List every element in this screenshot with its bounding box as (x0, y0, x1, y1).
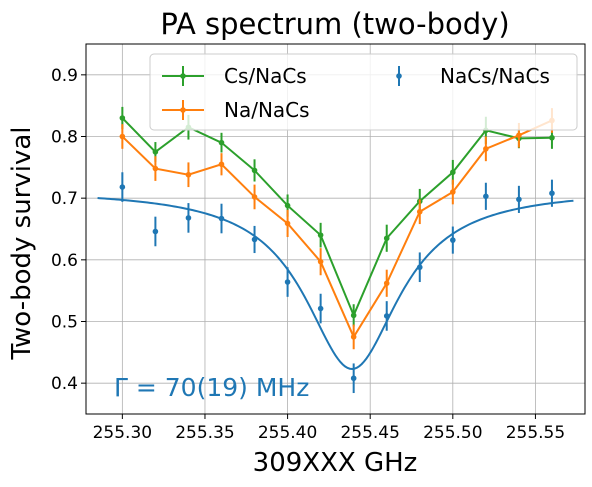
data-point (416, 264, 423, 271)
series-nacs-nacs (119, 172, 555, 394)
data-point (251, 236, 258, 243)
data-point (218, 215, 225, 222)
legend-label: NaCs/NaCs (440, 64, 550, 88)
data-point (152, 165, 159, 172)
legend-swatch-marker (180, 73, 186, 79)
data-point (251, 194, 258, 200)
x-tick-label: 255.30 (93, 423, 152, 443)
legend-box (149, 53, 578, 131)
data-point (218, 161, 225, 168)
y-tick-label: 0.8 (51, 128, 78, 148)
y-tick-label: 0.6 (51, 251, 78, 271)
data-point (119, 133, 126, 140)
legend-label: Na/NaCs (224, 98, 310, 122)
legend-swatch-marker (180, 107, 186, 113)
tick-layer: 255.30 255.35 255.40 255.45 255.50 255.55 0.4 0… (51, 66, 565, 443)
lorentzian-fit-line (97, 197, 574, 370)
data-point (251, 167, 258, 174)
data-point (383, 235, 390, 242)
data-point (483, 193, 489, 200)
data-point (152, 228, 159, 235)
data-point (549, 190, 555, 197)
x-tick-label: 255.40 (258, 423, 317, 443)
data-point (549, 134, 555, 141)
data-point (284, 220, 291, 227)
data-point (218, 139, 225, 146)
x-tick-label: 255.45 (340, 423, 399, 443)
y-tick-label: 0.7 (51, 189, 78, 209)
y-tick-label: 0.9 (51, 66, 78, 86)
data-point (317, 305, 324, 312)
data-point (350, 375, 357, 382)
data-point (284, 202, 291, 209)
x-tick-label: 255.55 (506, 423, 565, 443)
data-point (119, 184, 126, 190)
plot-frame (85, 43, 586, 415)
series-na-nacs (119, 108, 555, 350)
chart-title: PA spectrum (two-body) (160, 7, 509, 41)
data-point (450, 237, 456, 243)
data-point (350, 334, 357, 340)
data-point (383, 280, 390, 287)
legend-swatch-marker (396, 73, 402, 79)
data-point (185, 215, 192, 221)
data-point (516, 196, 522, 203)
data-point (152, 149, 159, 155)
x-tick-label: 255.50 (423, 423, 482, 443)
x-axis-title: 309XXX GHz (253, 448, 418, 478)
y-tick-label: 0.5 (51, 313, 78, 333)
series-line (121, 119, 553, 340)
data-point (516, 132, 522, 139)
data-point (416, 208, 423, 215)
data-point (317, 258, 324, 265)
data-point (284, 279, 291, 285)
data-point (450, 189, 456, 195)
gamma-annotation: Γ = 70(19) MHz (114, 373, 309, 402)
x-tick-label: 255.35 (175, 423, 234, 443)
data-point (119, 115, 126, 121)
fit-layer (97, 197, 574, 370)
y-tick-label: 0.4 (51, 374, 78, 394)
legend-label: Cs/NaCs (224, 64, 307, 88)
data-point (185, 171, 192, 178)
data-point (383, 313, 390, 319)
y-axis-title: Two-body survival (7, 126, 37, 360)
data-point (350, 312, 357, 319)
data-point (317, 232, 324, 238)
legend: Cs/NaCs Na/NaCs NaCs/NaCs (149, 53, 578, 131)
data-point (450, 169, 456, 176)
data-point (483, 146, 489, 152)
